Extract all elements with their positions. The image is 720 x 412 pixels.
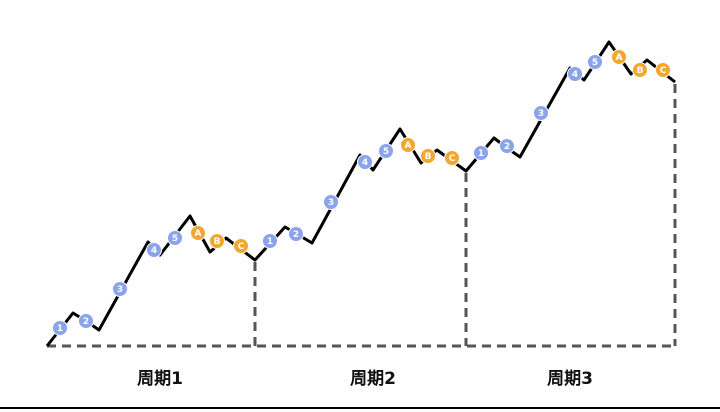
wave-marker — [611, 49, 627, 65]
wave-label: C — [660, 66, 667, 76]
wave-marker — [190, 225, 206, 241]
wave-marker — [288, 226, 304, 242]
wave-marker — [323, 194, 339, 210]
wave-label: B — [425, 152, 432, 162]
cycle-dividers — [47, 84, 677, 348]
wave-label: A — [616, 53, 623, 63]
wave-line — [45, 40, 676, 347]
wave-marker — [262, 233, 278, 249]
wave-label: 4 — [362, 158, 368, 168]
wave-marker — [78, 313, 94, 329]
wave-label: 5 — [383, 147, 389, 157]
wave-marker — [587, 54, 603, 70]
wave-label: 1 — [267, 237, 273, 247]
wave-label: 4 — [572, 70, 578, 80]
wave-label: 3 — [117, 285, 123, 295]
wave-marker — [533, 105, 549, 121]
wave-label: 1 — [57, 324, 63, 334]
wave-label: C — [449, 154, 456, 164]
wave-marker — [444, 150, 460, 166]
wave-label: 2 — [83, 317, 89, 327]
wave-marker — [112, 281, 128, 297]
wave-label: 5 — [172, 234, 178, 244]
wave-label: 2 — [504, 142, 510, 152]
wave-label: 4 — [151, 246, 157, 256]
wave-marker — [209, 233, 225, 249]
wave-marker — [167, 230, 183, 246]
wave-label: A — [405, 141, 412, 151]
wave-marker — [567, 66, 583, 82]
cycle-label: 周期3 — [547, 369, 593, 389]
wave-label: B — [637, 66, 644, 76]
wave-marker — [473, 145, 489, 161]
wave-label: C — [238, 242, 245, 252]
wave-label: 3 — [538, 109, 544, 119]
wave-marker — [632, 62, 648, 78]
wave-label: 2 — [293, 230, 299, 240]
wave-marker — [146, 242, 162, 258]
wave-label: 3 — [328, 198, 334, 208]
cycle-label: 周期2 — [350, 369, 396, 389]
wave-label: 1 — [478, 149, 484, 159]
wave-marker — [378, 143, 394, 159]
wave-marker — [499, 138, 515, 154]
wave-marker — [52, 320, 68, 336]
wave-marker — [400, 137, 416, 153]
wave-label: B — [214, 237, 221, 247]
labels: 1 2 3 4 5 A B C 周期1 1 2 3 4 5 A B C 周期2 1 2 3 4 5 A B C 周期3 — [52, 49, 671, 389]
wave-marker — [357, 154, 373, 170]
wave-label: A — [195, 229, 202, 239]
wave-marker — [420, 148, 436, 164]
wave-marker — [655, 62, 671, 78]
wave-marker — [233, 238, 249, 254]
wave-label: 5 — [592, 58, 598, 68]
cycle-label: 周期1 — [137, 369, 183, 389]
